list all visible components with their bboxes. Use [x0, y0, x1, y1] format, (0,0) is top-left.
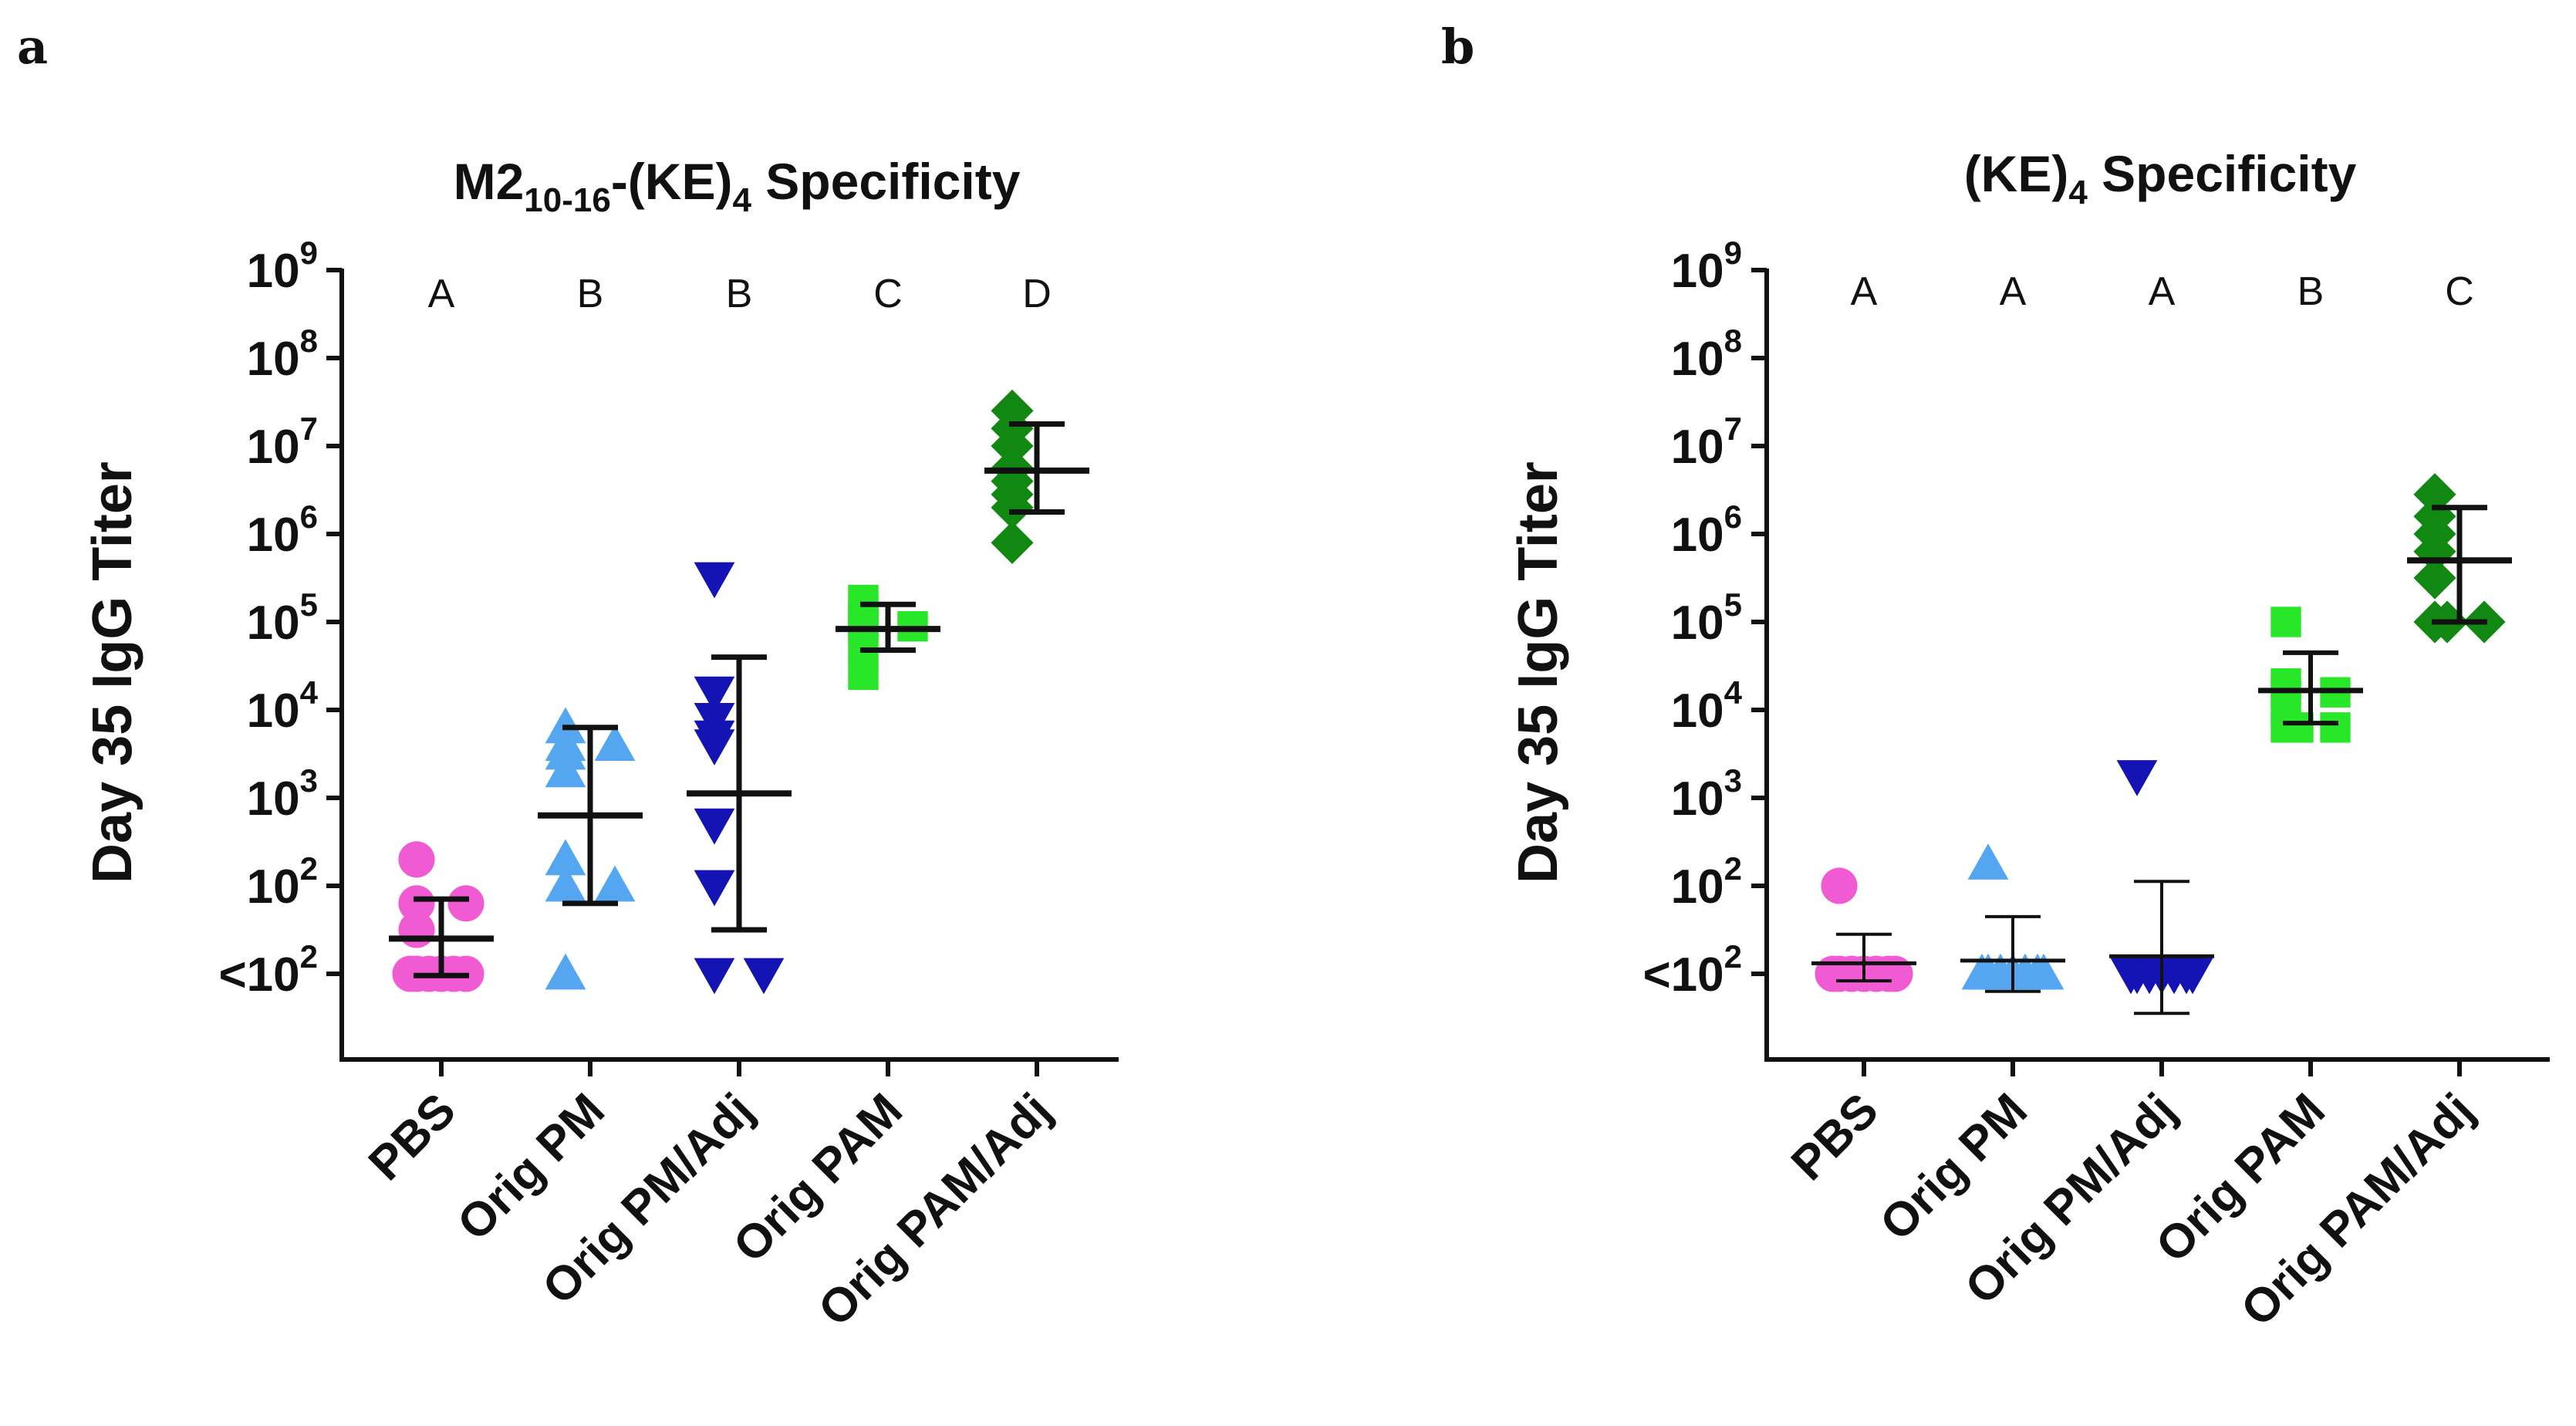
- data-point: [447, 885, 484, 922]
- data-point: [2110, 958, 2152, 995]
- data-point: [694, 958, 735, 995]
- data-point: [848, 584, 879, 616]
- group-letter: A: [2000, 269, 2027, 314]
- data-point: [694, 703, 735, 739]
- title-end: Specificity: [2088, 145, 2357, 202]
- y-tick-label: 106: [247, 498, 318, 562]
- title-subscript-2: 4: [732, 181, 751, 219]
- y-tick-label: 103: [1671, 762, 1742, 826]
- data-point: [2413, 556, 2456, 600]
- data-point: [1967, 843, 2009, 880]
- data-point: [594, 725, 636, 761]
- y-tick-labels: <102 102 103 104 105 106 107 108 109: [218, 235, 318, 1002]
- group-letter: C: [2445, 269, 2474, 314]
- panel-a: a M210-16-(KE)4 Specificity Day 35 IgG T…: [17, 19, 1119, 1336]
- panel-letter: b: [1441, 19, 1474, 75]
- data-point: [694, 870, 735, 907]
- y-tick-label: <102: [218, 938, 318, 1002]
- group-letter: D: [1022, 272, 1052, 316]
- data-point: [2270, 607, 2301, 637]
- data-points: [392, 389, 1034, 995]
- x-tick-label: PBS: [1781, 1083, 1889, 1191]
- data-point: [2116, 760, 2158, 796]
- axes: [1751, 268, 2550, 1076]
- panel-letter: a: [17, 19, 48, 75]
- panel-b: b (KE)4 Specificity Day 35 IgG Titer <10…: [1441, 19, 2550, 1336]
- data-point: [2023, 953, 2065, 990]
- data-point: [392, 955, 429, 992]
- y-tick-label: 102: [247, 850, 318, 914]
- data-point: [1961, 953, 2003, 990]
- group-letter: A: [428, 272, 455, 316]
- y-tick-label: 106: [1671, 498, 1742, 562]
- y-tick-label: 109: [1671, 235, 1742, 298]
- chart-title: M210-16-(KE)4 Specificity: [454, 153, 1021, 219]
- data-point: [2270, 668, 2301, 699]
- data-point: [398, 885, 435, 922]
- y-tick-labels: <102 102 103 104 105 106 107 108 109: [1642, 235, 1742, 1002]
- y-tick-label: 103: [247, 762, 318, 826]
- data-point: [991, 389, 1034, 432]
- group-letter: A: [2149, 269, 2176, 314]
- data-point: [2320, 712, 2351, 743]
- data-point: [743, 958, 785, 995]
- data-point: [2172, 958, 2213, 995]
- data-point: [1815, 955, 1852, 992]
- axes: [326, 268, 1119, 1076]
- data-point: [545, 865, 586, 902]
- data-point: [1876, 955, 1913, 992]
- y-tick-label: 102: [1671, 850, 1742, 914]
- data-point: [545, 839, 586, 876]
- summary-bars: [1811, 505, 2512, 1015]
- title-end: Specificity: [751, 153, 1021, 210]
- group-letter: C: [873, 272, 903, 316]
- group-letter: A: [1851, 269, 1878, 314]
- y-axis-label: Day 35 IgG Titer: [82, 461, 143, 884]
- y-tick-label: 105: [1671, 586, 1742, 650]
- data-point: [545, 953, 586, 990]
- y-tick-label: 104: [1671, 674, 1743, 738]
- y-tick-label: 108: [247, 323, 318, 386]
- y-tick-label: 107: [247, 411, 318, 474]
- summary-bars: [389, 421, 1089, 978]
- title-main: M2: [454, 153, 525, 210]
- data-point: [694, 808, 735, 845]
- data-point: [991, 521, 1034, 564]
- y-tick-label: 104: [247, 674, 319, 738]
- y-tick-label: 109: [247, 235, 318, 298]
- data-point: [2413, 495, 2456, 538]
- y-tick-label: 105: [247, 586, 318, 650]
- y-tick-label: 108: [1671, 323, 1742, 386]
- title-subscript: 10-16: [524, 181, 611, 219]
- data-point: [694, 676, 735, 713]
- title-subscript: 4: [2068, 174, 2088, 211]
- title-middle: -(KE): [611, 153, 733, 210]
- group-letter: B: [577, 272, 604, 316]
- title-main: (KE): [1964, 145, 2069, 202]
- chart-title: (KE)4 Specificity: [1964, 145, 2357, 211]
- data-point: [694, 562, 735, 599]
- data-point: [594, 865, 636, 902]
- group-letter: B: [726, 272, 753, 316]
- group-letter: B: [2297, 269, 2324, 314]
- data-point: [848, 659, 879, 691]
- data-point: [398, 841, 435, 878]
- x-tick-label: PBS: [359, 1083, 466, 1191]
- data-point: [1821, 867, 1858, 904]
- y-tick-label: 107: [1671, 411, 1742, 474]
- y-axis-label: Day 35 IgG Titer: [1507, 461, 1569, 884]
- y-tick-label: <102: [1642, 938, 1742, 1002]
